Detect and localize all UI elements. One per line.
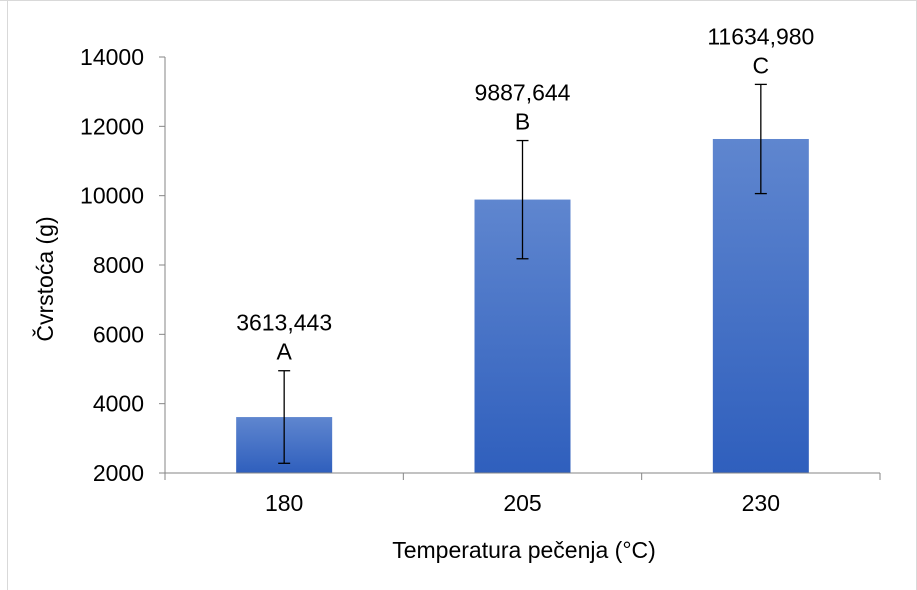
group-letter-205: B bbox=[515, 109, 530, 135]
data-label-180: 3613,443 bbox=[236, 310, 332, 336]
y-tick-label-6000: 6000 bbox=[93, 321, 144, 347]
labels-layer: 3613,443 A 180 9887,644 B 205 11634,980 C 230 200… bbox=[80, 23, 814, 516]
data-label-230: 11634,980 bbox=[707, 23, 814, 49]
bar-230 bbox=[712, 138, 809, 473]
x-tick-label-180: 180 bbox=[265, 490, 303, 516]
y-tick-label-2000: 2000 bbox=[93, 460, 144, 486]
x-axis-title: Temperatura pečenja (°C) bbox=[392, 537, 656, 563]
data-label-205: 9887,644 bbox=[475, 80, 571, 106]
y-tick-label-4000: 4000 bbox=[93, 391, 144, 417]
y-tick-label-14000: 14000 bbox=[80, 44, 144, 70]
y-tick-label-8000: 8000 bbox=[93, 252, 144, 278]
axes-layer bbox=[159, 56, 881, 480]
x-tick-label-205: 205 bbox=[503, 490, 541, 516]
group-letter-230: C bbox=[753, 52, 770, 78]
error-bars-layer bbox=[278, 83, 767, 464]
y-tick-label-12000: 12000 bbox=[80, 113, 144, 139]
group-letter-180: A bbox=[276, 339, 292, 365]
chart-frame-left-edge bbox=[7, 0, 8, 590]
y-axis-title: Čvrstoća (g) bbox=[31, 216, 58, 341]
x-tick-label-230: 230 bbox=[742, 490, 780, 516]
y-tick-label-10000: 10000 bbox=[80, 183, 144, 209]
